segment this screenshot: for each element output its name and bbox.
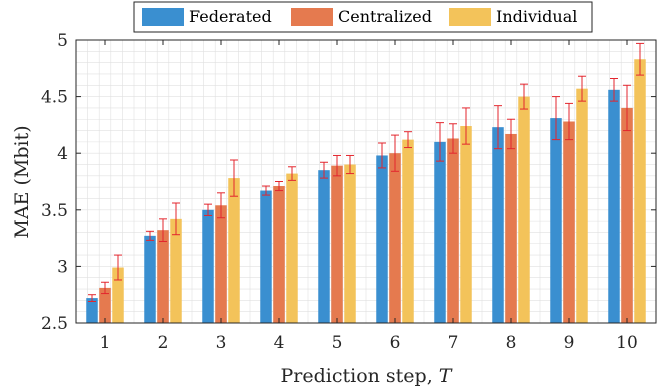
y-tick-label: 4.5 [41, 88, 68, 108]
legend-swatch-individual [449, 8, 491, 26]
x-tick-label: 10 [616, 333, 638, 353]
bar-centralized-9 [563, 121, 575, 323]
bar-federated-3 [202, 209, 214, 323]
legend: Federated Centralized Individual [133, 1, 593, 33]
bars [86, 59, 646, 324]
error-bar-federated-3 [204, 203, 212, 216]
legend-box [133, 1, 593, 33]
bar-federated-7 [434, 141, 446, 323]
error-bar-individual-9 [578, 75, 586, 102]
error-bar-individual-7 [462, 107, 470, 145]
bar-centralized-3 [215, 205, 227, 323]
x-tick-label: 1 [100, 333, 111, 353]
bar-individual-6 [402, 139, 414, 323]
bar-federated-2 [144, 235, 156, 323]
bar-centralized-8 [505, 133, 517, 323]
bar-centralized-6 [389, 153, 401, 323]
bar-centralized-10 [621, 107, 633, 323]
error-bar-centralized-1 [101, 281, 109, 295]
error-bar-centralized-2 [159, 218, 167, 242]
error-bar-centralized-3 [217, 192, 225, 219]
error-bar-federated-1 [88, 294, 96, 302]
bar-individual-2 [170, 218, 182, 323]
error-bar-individual-5 [346, 154, 354, 175]
error-bar-individual-2 [172, 202, 180, 236]
bar-centralized-1 [99, 287, 111, 323]
error-bar-federated-5 [320, 161, 328, 179]
error-bar-federated-9 [552, 96, 560, 141]
y-tick-label: 2.5 [41, 314, 68, 334]
error-bar-individual-6 [404, 131, 412, 149]
x-tick-label: 7 [448, 333, 459, 353]
bar-centralized-4 [273, 186, 285, 323]
y-axis-label: MAE (Mbit) [11, 125, 33, 238]
bar-federated-8 [492, 127, 504, 323]
error-bar-federated-10 [610, 77, 618, 102]
axis-ticks: 2.5 3 3.5 4 4.5 5 1 2 3 4 5 6 7 8 9 10 [41, 31, 656, 353]
bar-individual-7 [460, 126, 472, 323]
error-bar-individual-4 [288, 166, 296, 181]
x-tick-label: 8 [506, 333, 517, 353]
error-bar-centralized-6 [391, 134, 399, 172]
x-tick-label: 3 [216, 333, 227, 353]
error-bar-individual-8 [520, 83, 528, 110]
error-bar-centralized-9 [565, 102, 573, 141]
bar-individual-10 [634, 59, 646, 324]
bar-federated-1 [86, 298, 98, 323]
bar-individual-3 [228, 178, 240, 323]
bar-individual-9 [576, 88, 588, 324]
x-axis-label: Prediction step, T [281, 365, 453, 387]
x-tick-label: 9 [564, 333, 575, 353]
bar-federated-6 [376, 155, 388, 323]
legend-label-individual: Individual [496, 7, 577, 26]
bar-federated-9 [550, 118, 562, 323]
bar-federated-4 [260, 190, 272, 323]
error-bar-federated-6 [378, 142, 386, 169]
bar-individual-1 [112, 267, 124, 323]
bar-individual-8 [518, 96, 530, 323]
error-bar-centralized-7 [449, 123, 457, 154]
error-bar-federated-2 [146, 230, 154, 241]
y-tick-label: 4 [57, 144, 68, 164]
error-bar-centralized-4 [275, 181, 283, 192]
bar-federated-10 [608, 89, 620, 323]
error-bar-centralized-10 [623, 84, 631, 132]
error-bar-individual-10 [636, 42, 644, 76]
legend-label-federated: Federated [189, 7, 272, 26]
legend-swatch-centralized [291, 8, 333, 26]
y-tick-label: 5 [57, 31, 68, 51]
error-bar-centralized-5 [333, 154, 341, 177]
x-tick-label: 5 [332, 333, 343, 353]
error-bar-centralized-8 [507, 118, 515, 150]
x-tick-label: 2 [158, 333, 169, 353]
x-tick-label: 4 [274, 333, 285, 353]
bar-individual-5 [344, 164, 356, 323]
error-bar-federated-4 [262, 185, 270, 196]
bar-centralized-7 [447, 138, 459, 323]
error-bar-federated-7 [436, 122, 444, 162]
legend-label-centralized: Centralized [338, 7, 432, 26]
plot-frame [75, 39, 657, 324]
error-bar-federated-8 [494, 105, 502, 150]
error-bar-individual-3 [230, 159, 238, 197]
y-tick-label: 3 [57, 257, 68, 277]
y-tick-label: 3.5 [41, 201, 68, 221]
bar-individual-4 [286, 173, 298, 323]
bar-centralized-2 [157, 230, 169, 323]
error-bar-individual-1 [114, 254, 122, 281]
x-tick-label: 6 [390, 333, 401, 353]
legend-swatch-federated [142, 8, 184, 26]
error-bars [88, 42, 644, 302]
bar-centralized-5 [331, 165, 343, 323]
bar-federated-5 [318, 170, 330, 323]
